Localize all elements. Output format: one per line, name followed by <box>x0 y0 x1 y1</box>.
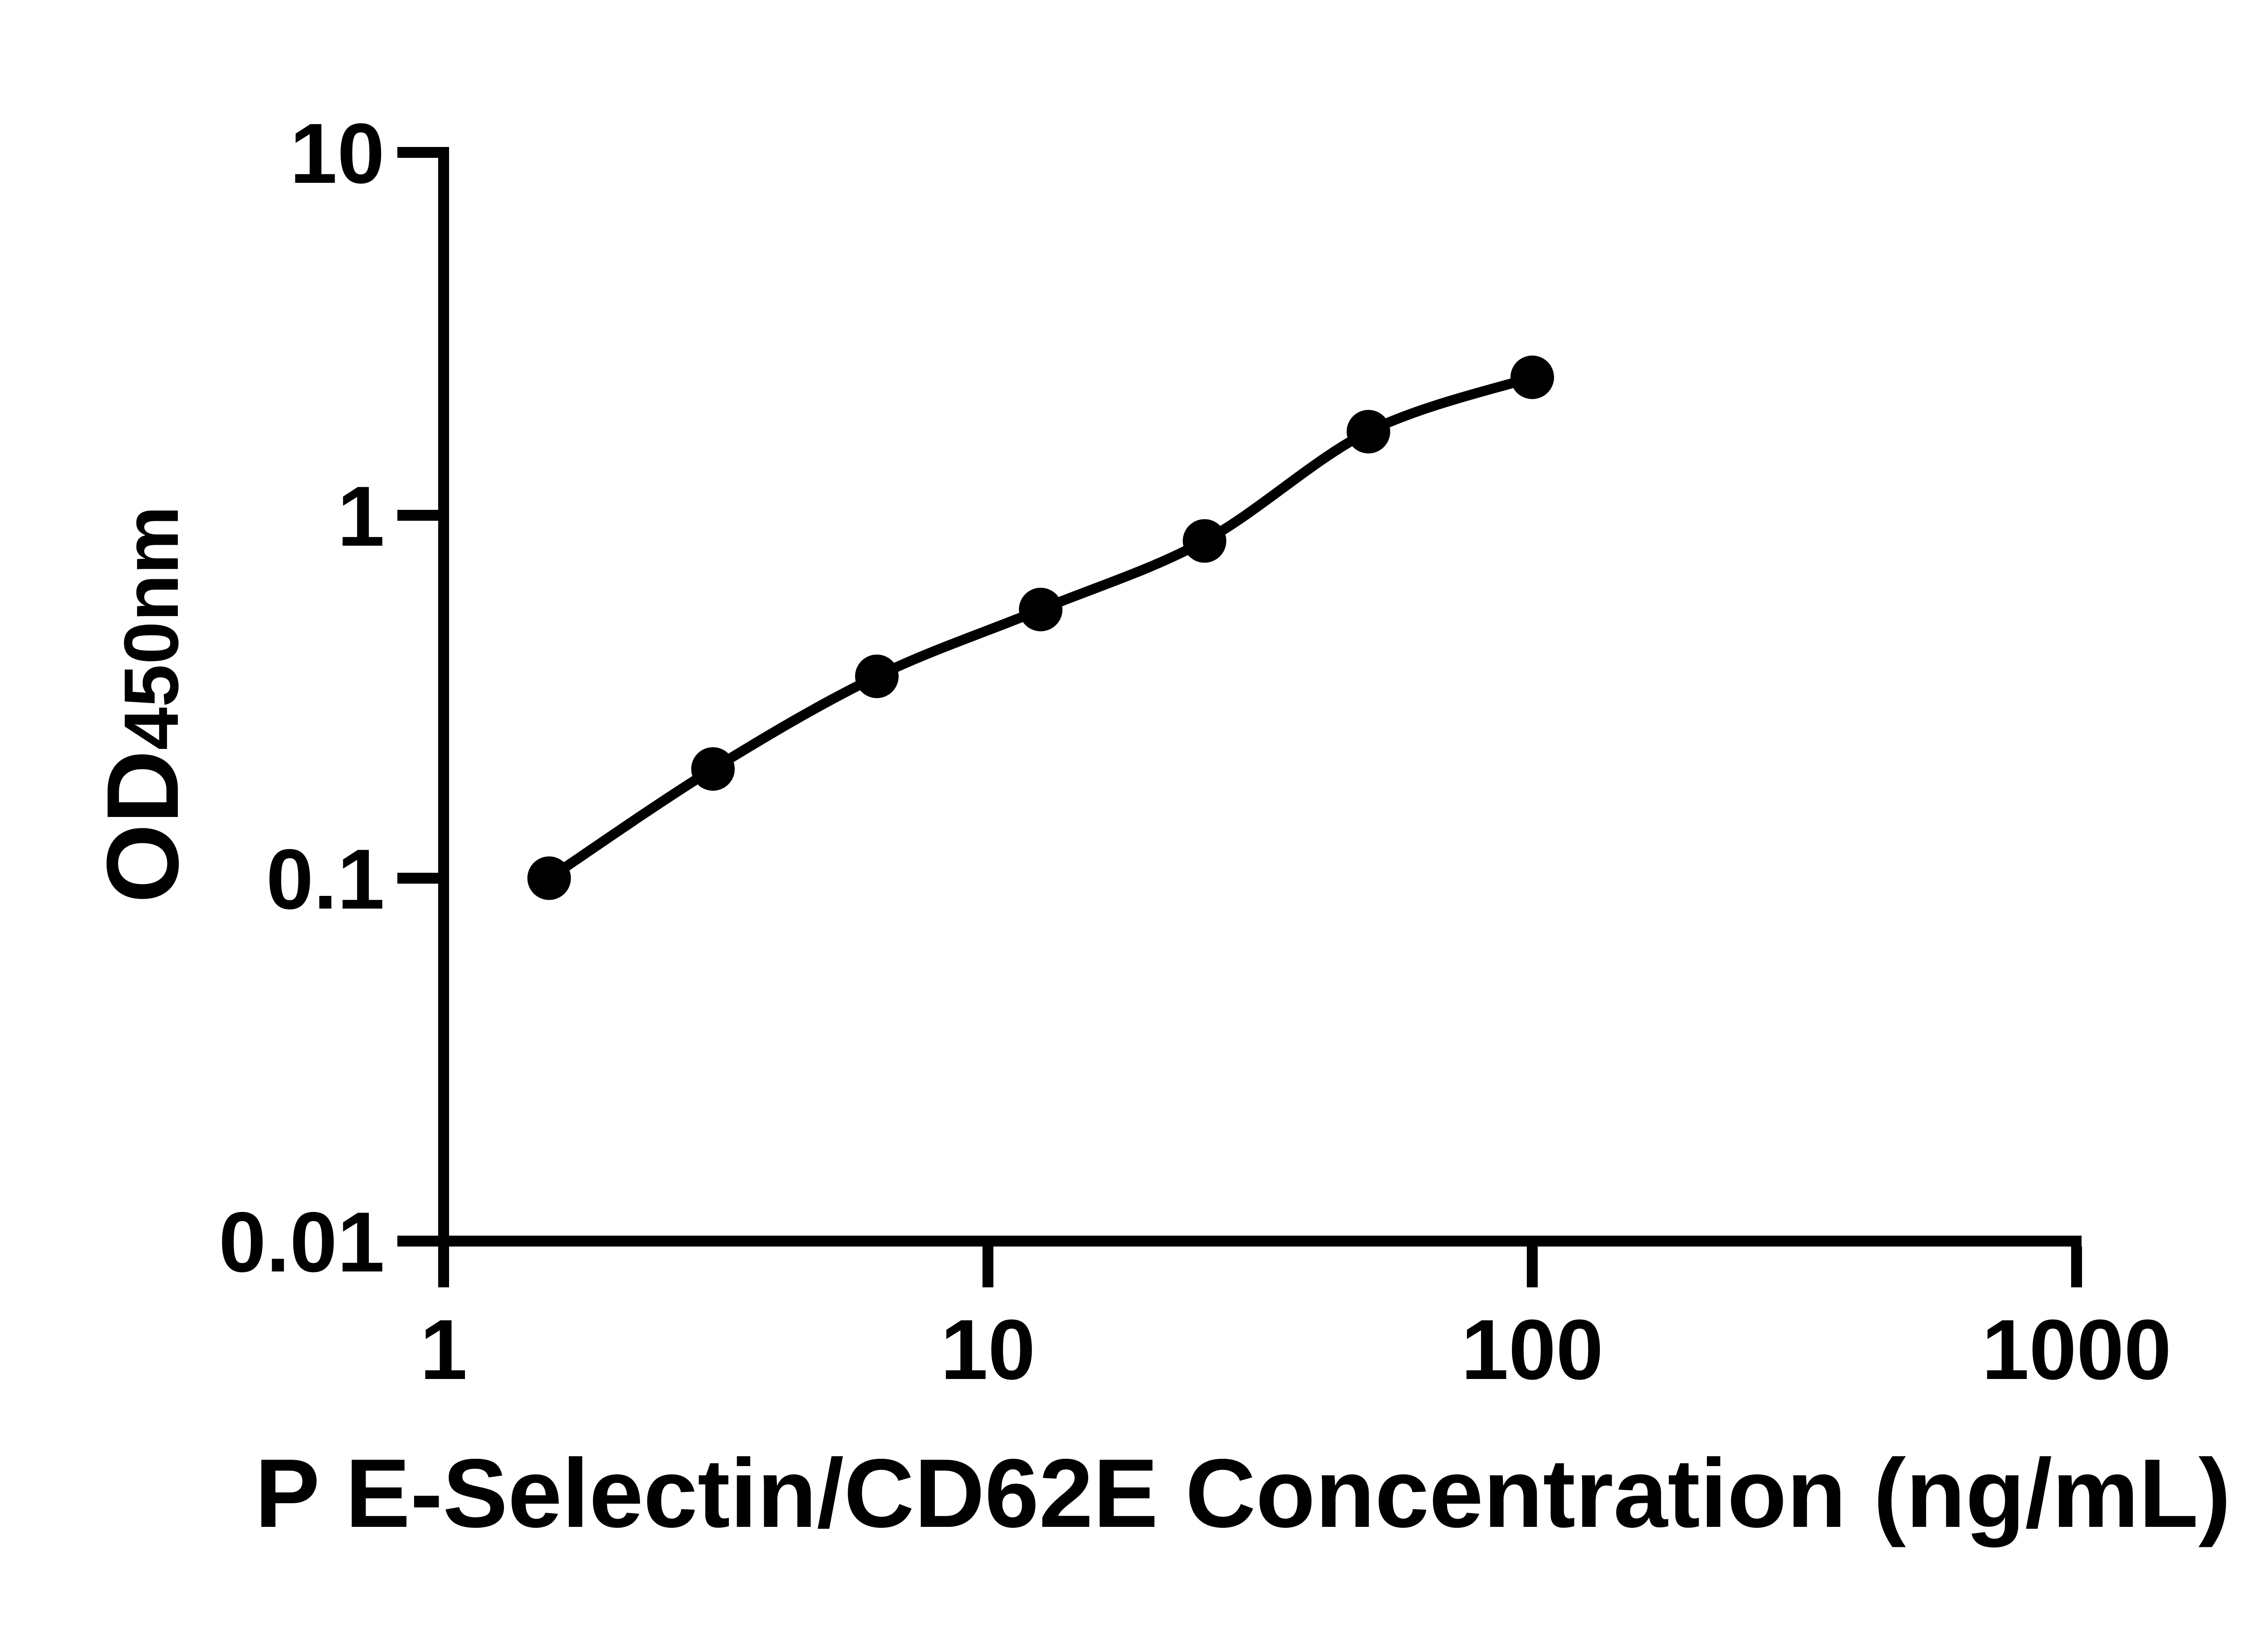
y-axis-title: OD450nm <box>85 506 200 903</box>
y-axis-ticks <box>397 147 449 1247</box>
x-tick <box>2071 1247 2082 1287</box>
data-point <box>1019 587 1063 631</box>
y-axis-tick-labels: 10 1 0.1 0.01 <box>219 106 385 1290</box>
y-tick-label: 10 <box>290 106 385 201</box>
x-axis-tick-labels: 1 10 100 1000 <box>420 1302 2171 1397</box>
x-tick <box>438 1247 449 1287</box>
y-axis-title-subscript: 450nm <box>108 506 195 750</box>
data-point <box>527 856 571 900</box>
x-axis-ticks <box>438 1247 2082 1287</box>
x-tick-label: 1 <box>420 1302 468 1397</box>
y-tick-label: 0.1 <box>266 831 385 927</box>
data-point <box>691 747 735 791</box>
y-tick-label: 1 <box>337 469 385 564</box>
y-tick <box>397 1236 449 1247</box>
x-tick <box>1527 1247 1538 1287</box>
y-tick <box>397 147 449 158</box>
y-tick <box>397 510 449 521</box>
data-points <box>527 355 1554 900</box>
y-tick-label: 0.01 <box>219 1194 385 1290</box>
y-tick <box>397 873 449 884</box>
x-tick-label: 1000 <box>1982 1302 2171 1397</box>
y-axis-title-main: OD <box>85 750 200 904</box>
x-tick-label: 10 <box>940 1302 1035 1397</box>
y-axis-line <box>438 147 449 1287</box>
x-axis-line <box>397 1236 2082 1247</box>
x-tick-label: 100 <box>1461 1302 1603 1397</box>
data-point <box>1346 410 1390 454</box>
data-point <box>1510 355 1554 399</box>
x-tick <box>982 1247 993 1287</box>
data-point <box>855 655 899 698</box>
x-axis-title: P E-Selectin/CD62E Concentration (ng/mL) <box>255 1438 2231 1548</box>
data-point <box>1183 519 1227 563</box>
